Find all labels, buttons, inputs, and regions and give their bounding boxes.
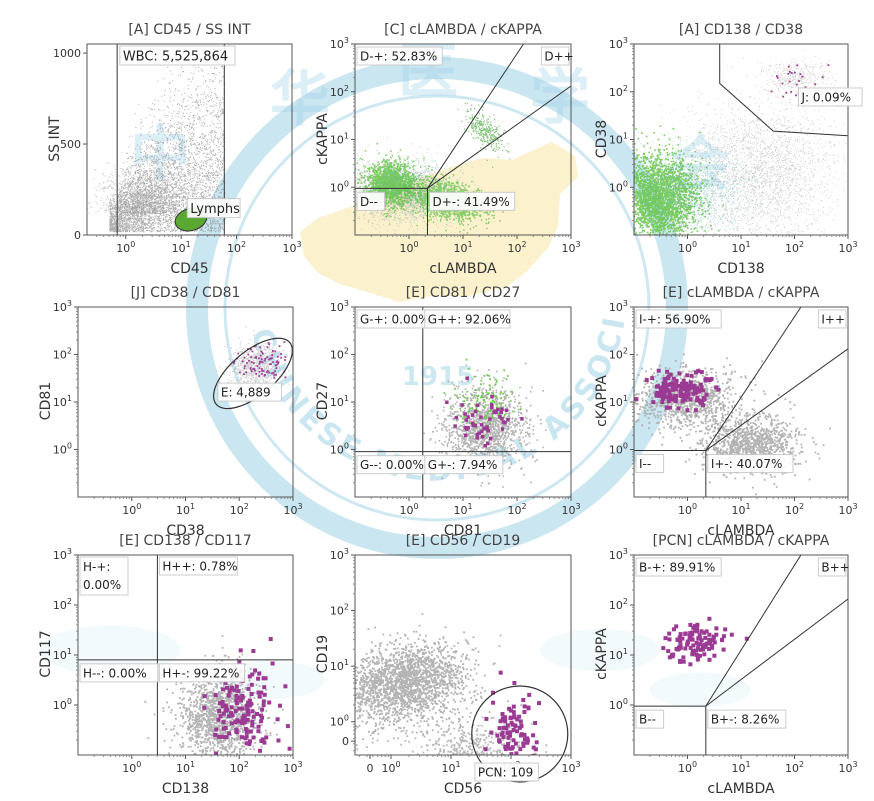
watermark-brush: [650, 672, 750, 708]
watermark-map: [300, 142, 578, 302]
watermark-char: 中: [130, 120, 190, 190]
watermark-brush: [540, 629, 660, 671]
watermark-char: 会: [670, 130, 730, 200]
watermark-brush: [215, 660, 325, 700]
watermark-char: 学: [530, 63, 590, 133]
watermark-char: 华: [270, 65, 330, 135]
watermark-year: 1915: [402, 362, 474, 392]
watermark-char: 医: [398, 37, 458, 107]
watermark-brush: [40, 625, 180, 675]
